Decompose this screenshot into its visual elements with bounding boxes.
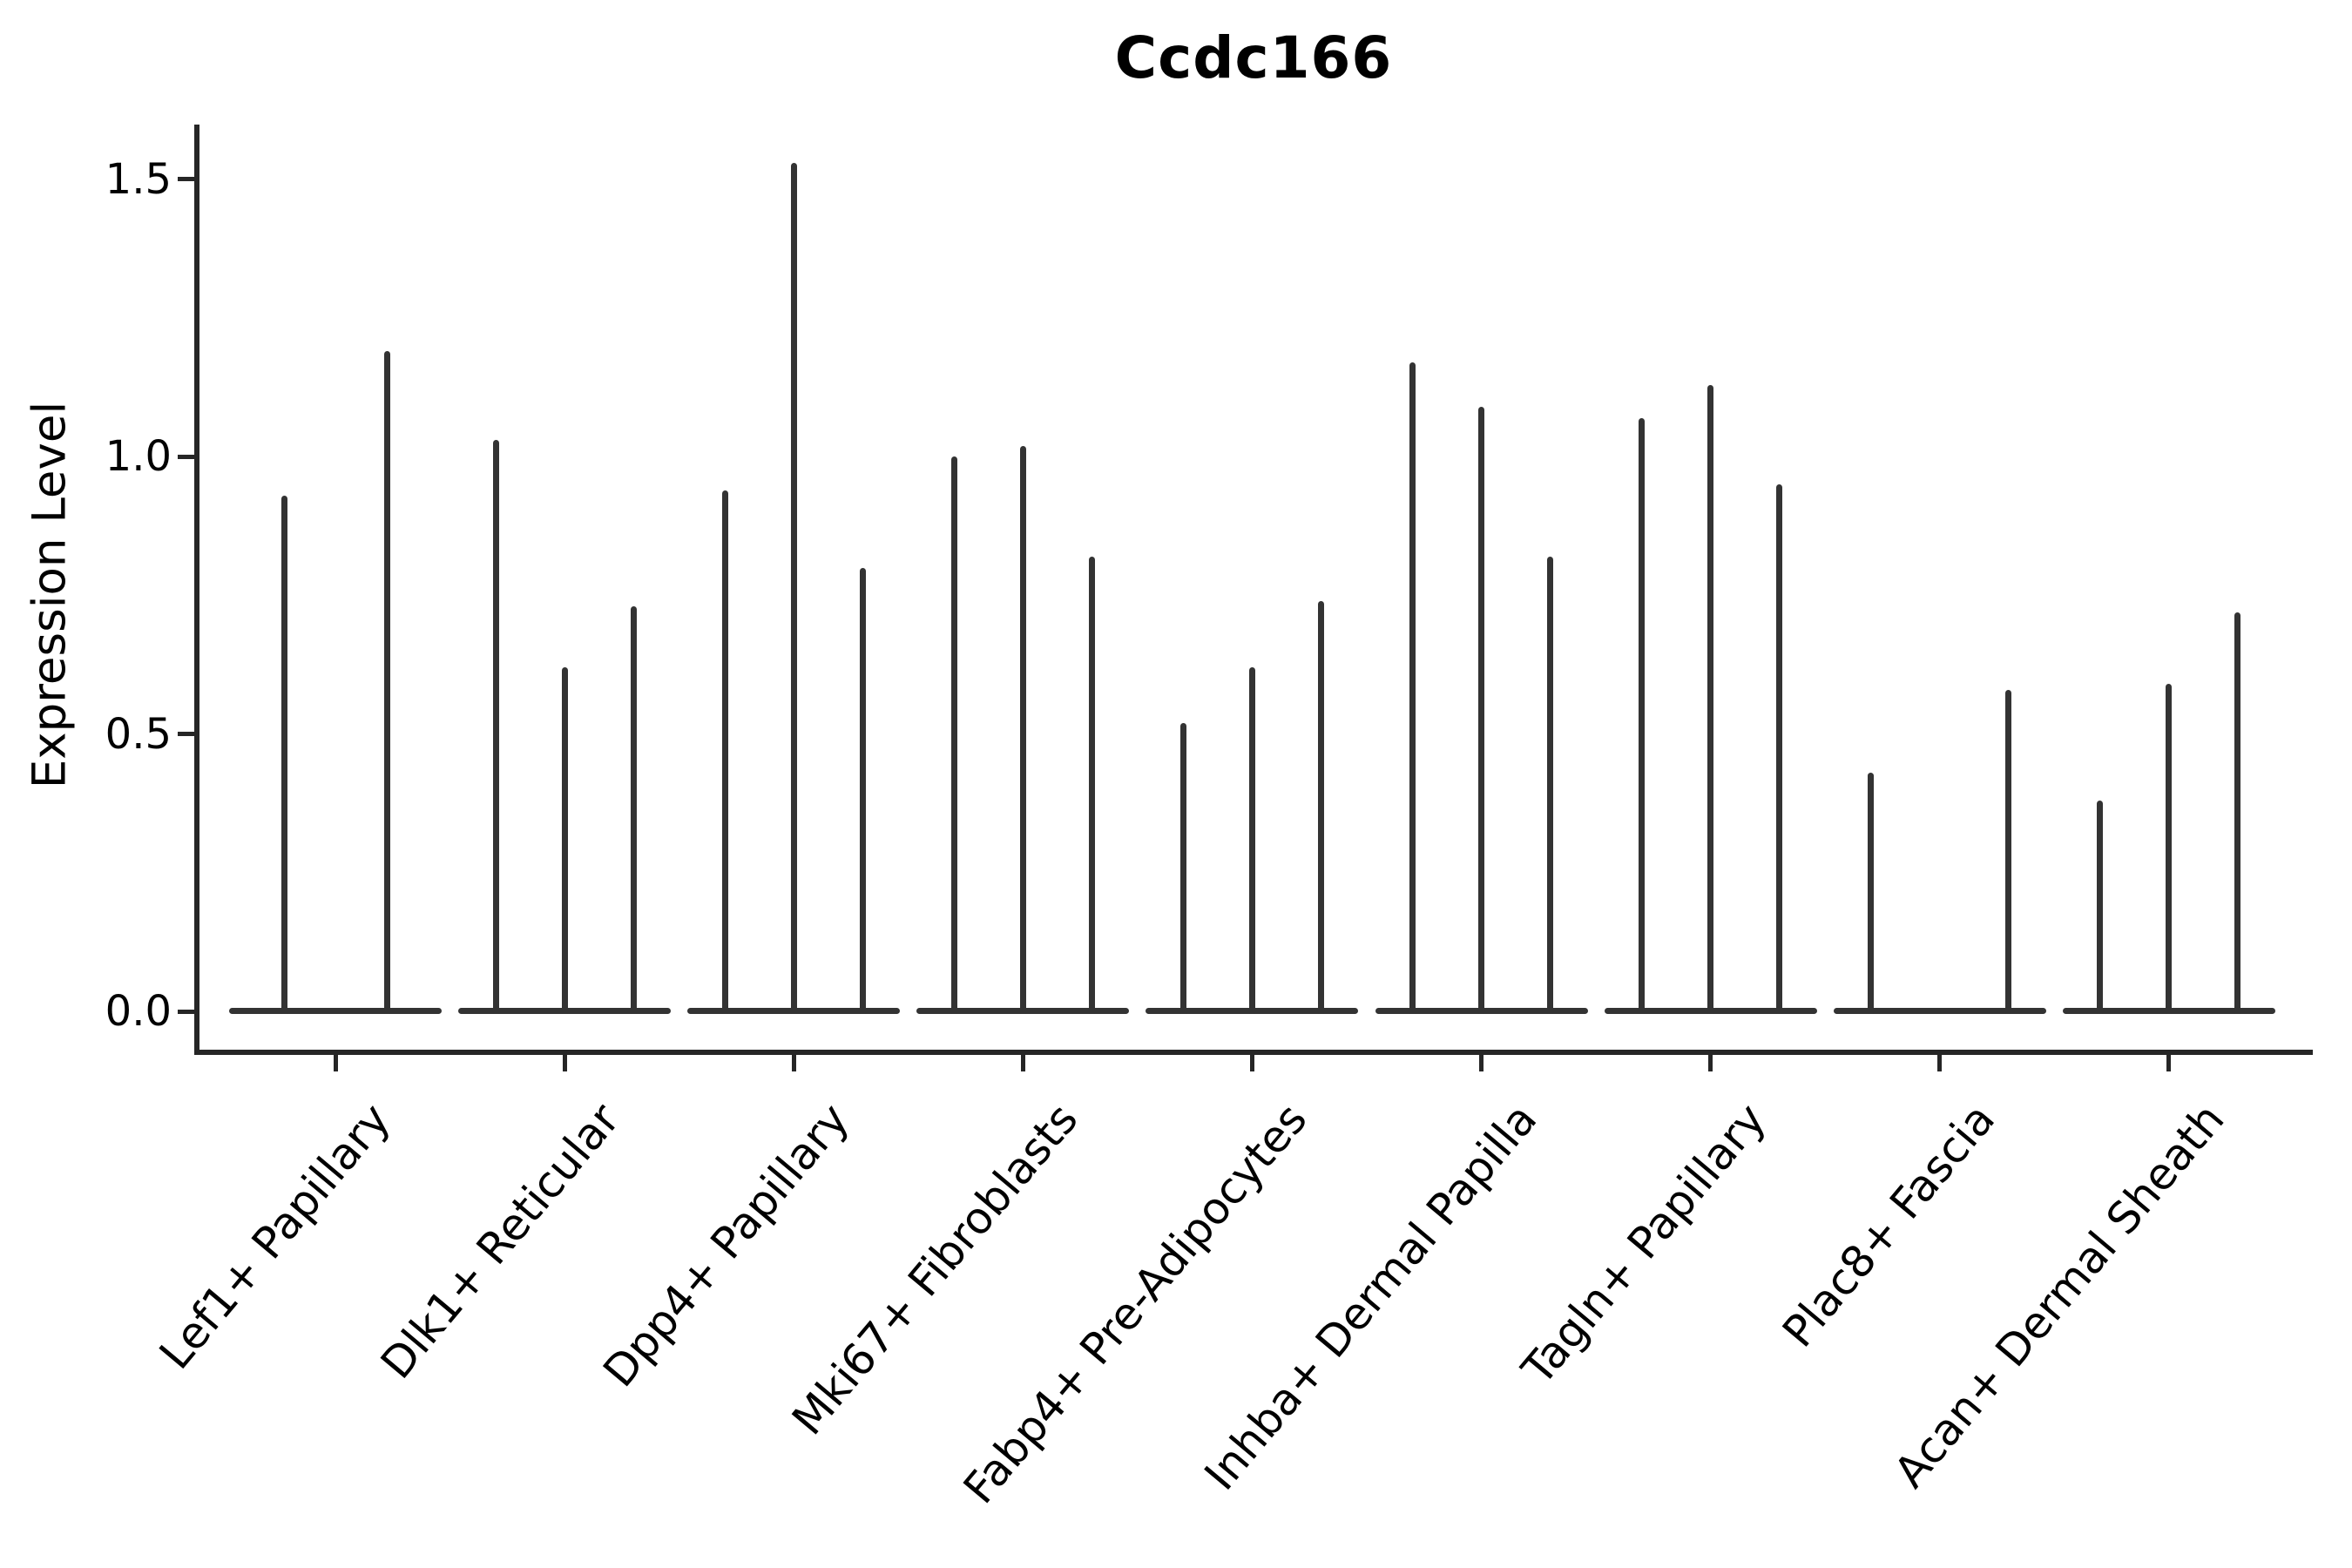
violin: [950, 456, 957, 1014]
x-axis-spine: [194, 1050, 2313, 1055]
violin: [1547, 556, 1553, 1014]
y-axis-tick: [178, 732, 194, 737]
x-axis-tick: [333, 1055, 338, 1071]
violin: [1776, 484, 1783, 1014]
violin-baseline: [1833, 1008, 2046, 1014]
x-axis-tick: [1249, 1055, 1254, 1071]
violin: [1868, 773, 1875, 1014]
violin: [1707, 384, 1714, 1014]
y-tick-label: 1.5: [105, 154, 172, 204]
x-tick-label: Plac8+ Fascia: [1773, 1094, 2005, 1357]
y-axis-tick: [178, 454, 194, 459]
x-axis-tick: [1937, 1055, 1943, 1071]
violin: [383, 351, 390, 1014]
x-tick-label: Dpp4+ Papillary: [593, 1094, 859, 1397]
violin: [1179, 722, 1186, 1014]
violin: [721, 490, 728, 1014]
x-axis-tick: [1708, 1055, 1713, 1071]
violin: [280, 495, 287, 1014]
violin-baseline: [229, 1008, 442, 1014]
x-axis-tick: [1479, 1055, 1484, 1071]
plot-title: Ccdc166: [1114, 24, 1393, 91]
y-axis-tick: [178, 177, 194, 182]
x-tick-label: Dlk1+ Reticular: [371, 1094, 630, 1389]
x-axis-tick: [1020, 1055, 1025, 1071]
violin: [790, 162, 797, 1014]
violin: [630, 606, 637, 1014]
x-tick-label: Tagln+ Papillary: [1512, 1094, 1776, 1395]
x-axis-tick: [562, 1055, 567, 1071]
violin: [2097, 801, 2104, 1014]
violin: [492, 440, 499, 1014]
y-tick-label: 0.0: [105, 987, 172, 1036]
x-axis-tick: [791, 1055, 796, 1071]
violin: [1317, 600, 1324, 1014]
x-axis-tick: [2166, 1055, 2172, 1071]
violin: [1248, 667, 1255, 1014]
x-tick-label: Lef1+ Papillary: [150, 1094, 401, 1379]
violin: [1639, 417, 1646, 1014]
violin: [1019, 445, 1026, 1014]
y-tick-label: 0.5: [105, 709, 172, 759]
violin: [859, 567, 866, 1014]
violin: [2005, 689, 2012, 1014]
y-axis-tick: [178, 1009, 194, 1014]
y-tick-label: 1.0: [105, 432, 172, 482]
violin: [1478, 406, 1484, 1014]
violin: [1409, 362, 1416, 1014]
y-axis-spine: [194, 125, 199, 1055]
violin: [561, 667, 568, 1014]
violin: [2234, 612, 2241, 1014]
violin: [1088, 556, 1095, 1014]
violin: [2166, 684, 2173, 1014]
